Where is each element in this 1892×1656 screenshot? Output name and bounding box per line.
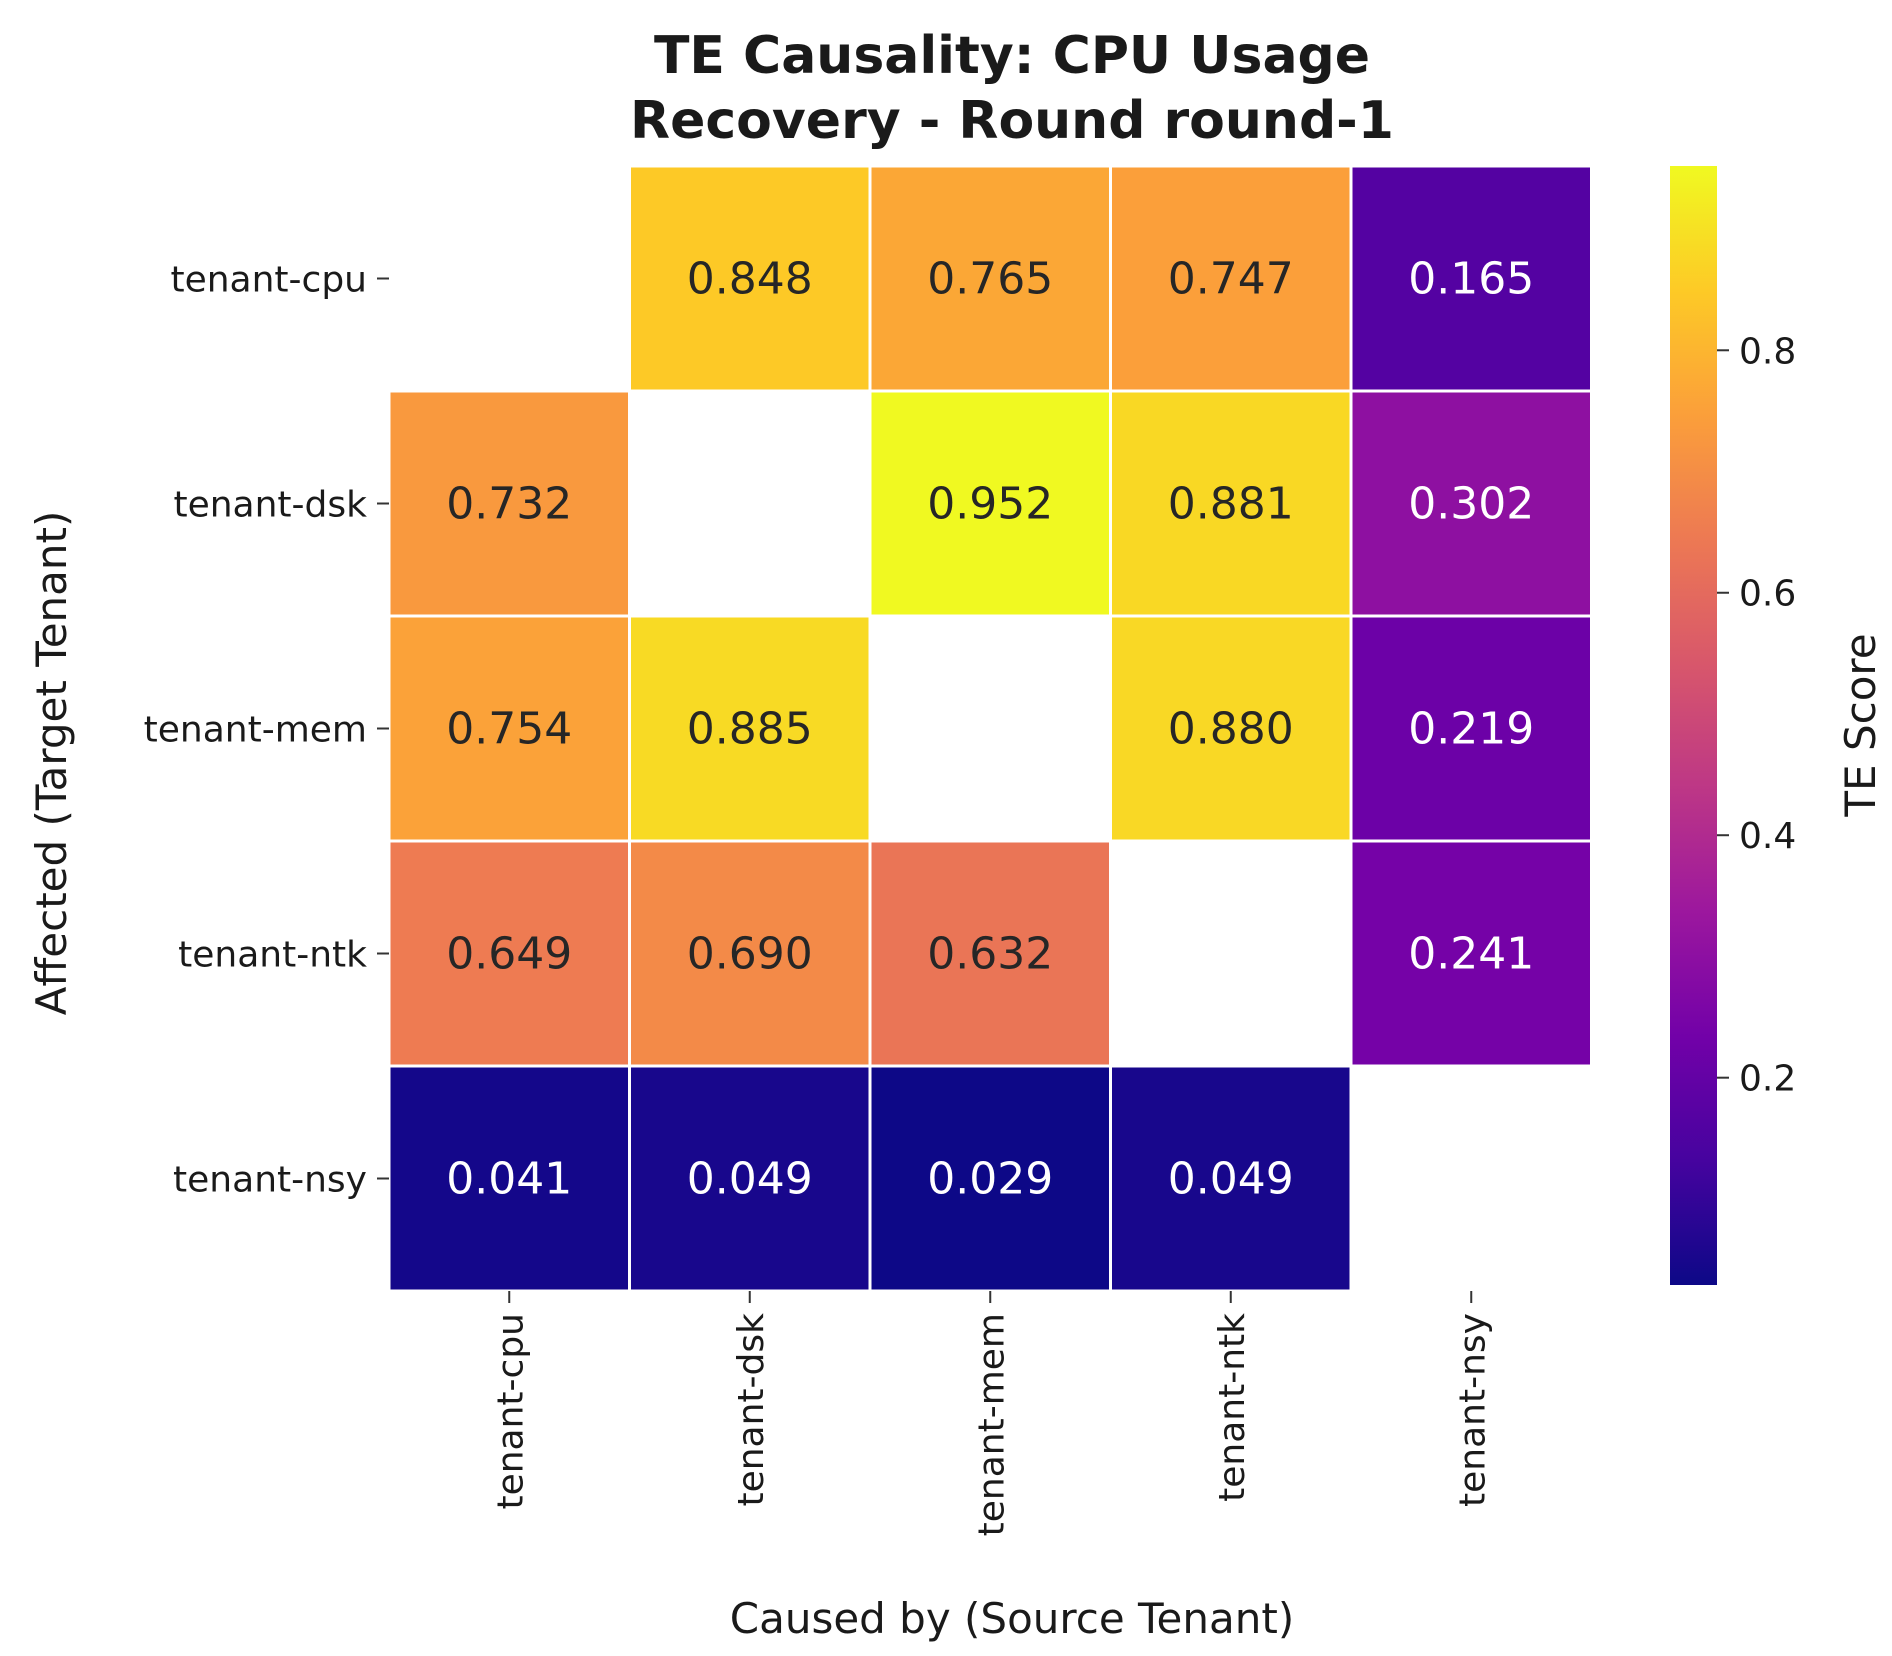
- colorbar-ticks: 0.2 0.4 0.6 0.8: [1717, 331, 1796, 1100]
- heatmap-cell-value-label: 0.848: [687, 254, 813, 305]
- heatmap-cell: [628, 1064, 872, 1293]
- heatmap-cell-value-label: 0.632: [927, 929, 1053, 980]
- colorbar-gradient: [1670, 166, 1717, 1285]
- x-axis-label: Caused by (Source Tenant): [730, 1594, 1294, 1643]
- y-tick-label: tenant-dsk: [173, 485, 367, 526]
- heatmap-cell: [868, 839, 1112, 1068]
- heatmap-cell-value-label: 0.690: [687, 929, 813, 980]
- heatmap-cell: [387, 389, 631, 618]
- x-tick-label: tenant-ntk: [1212, 1313, 1253, 1502]
- heatmap-cell-value-label: 0.302: [1408, 479, 1534, 530]
- heatmap-cell-value-label: 0.765: [927, 254, 1053, 305]
- heatmap-cell: [1349, 839, 1593, 1068]
- heatmap-cell-value-label: 0.952: [927, 479, 1053, 530]
- colorbar-tick-label: 0.8: [1739, 331, 1796, 372]
- heatmap-cell-value-label: 0.747: [1168, 254, 1294, 305]
- heatmap-cell: [628, 614, 872, 843]
- chart-title-line-1: TE Causality: CPU Usage: [654, 26, 1370, 86]
- y-axis-ticks: tenant-cpu tenant-dsk tenant-mem tenant-ntk…: [144, 260, 389, 1201]
- chart-title: TE Causality: CPU Usage Recovery - Round…: [630, 26, 1394, 151]
- y-tick-label: tenant-nsy: [173, 1160, 367, 1201]
- x-tick-label: tenant-cpu: [490, 1313, 531, 1510]
- heatmap-cell: [1349, 164, 1593, 393]
- chart-title-line-2: Recovery - Round round-1: [630, 91, 1394, 151]
- heatmap-cell-value-label: 0.732: [446, 479, 572, 530]
- heatmap-cells: [387, 164, 1593, 1293]
- heatmap-cell-value-label: 0.649: [446, 929, 572, 980]
- x-tick-label: tenant-nsy: [1452, 1313, 1493, 1507]
- y-axis-label: Affected (Target Tenant): [27, 511, 76, 1016]
- y-tick-label: tenant-cpu: [170, 260, 367, 301]
- heatmap-cell-value-label: 0.881: [1168, 479, 1294, 530]
- heatmap-cell: [1109, 164, 1353, 393]
- x-axis-ticks: tenant-cpu tenant-dsk tenant-mem tenant-ntk…: [490, 1291, 1493, 1536]
- x-tick-label: tenant-dsk: [731, 1313, 772, 1507]
- x-tick-label: tenant-mem: [971, 1313, 1012, 1536]
- heatmap-cell: [868, 164, 1112, 393]
- y-tick-label: tenant-mem: [144, 710, 367, 751]
- heatmap-cell-value-label: 0.029: [927, 1154, 1053, 1205]
- heatmap-cell-value-label: 0.219: [1408, 704, 1534, 755]
- heatmap-cell: [628, 839, 872, 1068]
- heatmap-cell-value-label: 0.049: [687, 1154, 813, 1205]
- heatmap-cell: [1109, 1064, 1353, 1293]
- heatmap-cell: [628, 164, 872, 393]
- heatmap-cell: [1349, 389, 1593, 618]
- y-tick-label: tenant-ntk: [178, 935, 367, 976]
- heatmap-cell-labels: 0.848 0.765 0.747 0.165 0.732 0.952 0.881 0.302…: [446, 254, 1534, 1205]
- heatmap-cell: [868, 389, 1112, 618]
- heatmap-cell-value-label: 0.754: [446, 704, 572, 755]
- heatmap-cell-value-label: 0.885: [687, 704, 813, 755]
- heatmap-cell-value-label: 0.049: [1168, 1154, 1294, 1205]
- heatmap-cell-value-label: 0.041: [446, 1154, 572, 1205]
- heatmap-cell: [387, 839, 631, 1068]
- colorbar-tick-label: 0.6: [1739, 574, 1796, 615]
- colorbar: 0.2 0.4 0.6 0.8 TE Score: [1670, 166, 1885, 1285]
- heatmap-cell-value-label: 0.880: [1168, 704, 1294, 755]
- colorbar-tick-label: 0.4: [1739, 816, 1796, 857]
- heatmap-cell: [1349, 614, 1593, 843]
- heatmap-cell-value-label: 0.165: [1408, 254, 1534, 305]
- heatmap-cell-value-label: 0.241: [1408, 929, 1534, 980]
- heatmap-cell: [868, 1064, 1112, 1293]
- colorbar-label: TE Score: [1836, 633, 1885, 817]
- colorbar-tick-label: 0.2: [1739, 1059, 1796, 1100]
